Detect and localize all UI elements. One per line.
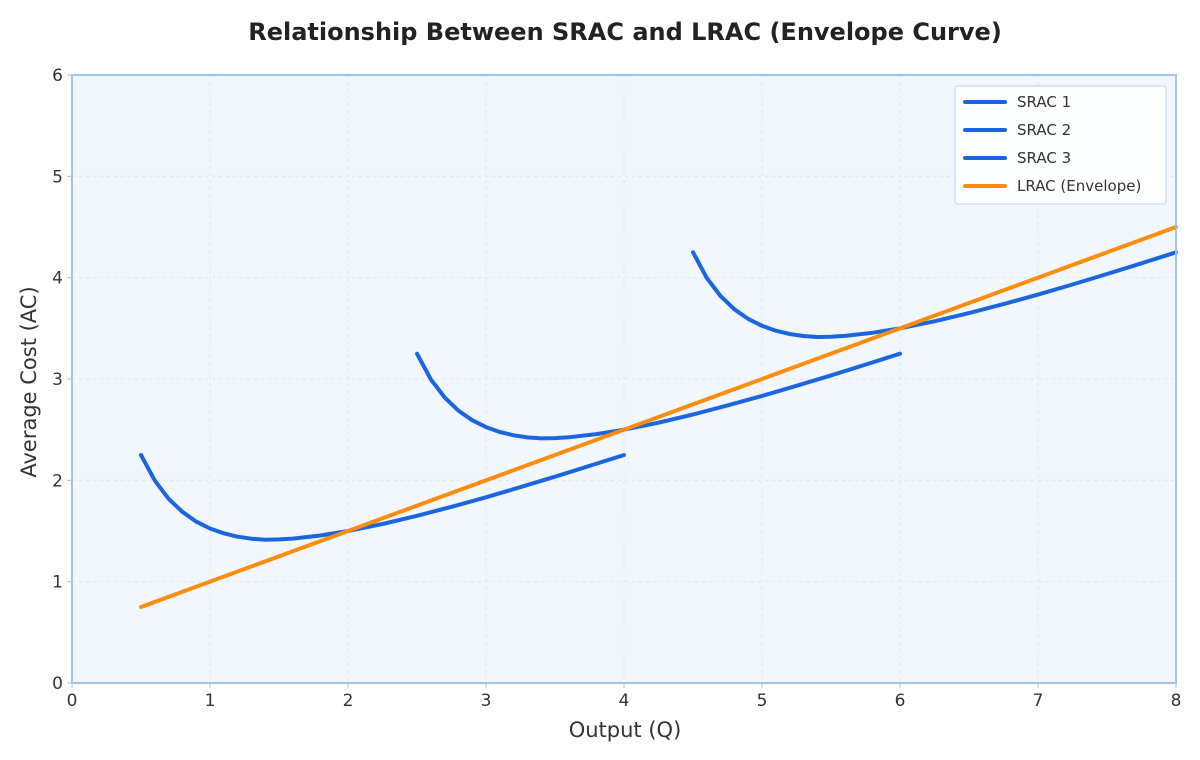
series-line-srac-1 [139, 453, 626, 542]
x-tick-label-4: 4 [619, 691, 630, 711]
y-tick-label-1: 1 [52, 573, 63, 593]
x-tick-label-7: 7 [1033, 691, 1044, 711]
x-tick-label-1: 1 [205, 691, 216, 711]
y-tick-label-0: 0 [52, 674, 63, 694]
x-axis-label: Output (Q) [569, 718, 682, 742]
series-line-srac-3 [691, 250, 1178, 339]
x-tick-label-5: 5 [757, 691, 768, 711]
chart-title: Relationship Between SRAC and LRAC (Enve… [248, 18, 1002, 46]
legend-label-0: SRAC 1 [1017, 93, 1071, 111]
y-tick-label-5: 5 [52, 167, 63, 187]
legend: SRAC 1 SRAC 2 SRAC 3 LRAC (Envelope) [954, 85, 1167, 205]
series-line-srac-2 [415, 351, 902, 441]
legend-box [954, 85, 1167, 205]
x-tick-label-3: 3 [481, 691, 492, 711]
y-tick-label-6: 6 [52, 66, 63, 86]
legend-label-2: SRAC 3 [1017, 149, 1071, 167]
y-tick-label-2: 2 [52, 471, 63, 491]
legend-label-1: SRAC 2 [1017, 121, 1071, 139]
y-axis-ticks: 0 1 2 3 4 5 6 [52, 66, 72, 694]
y-axis-label: Average Cost (AC) [17, 286, 41, 477]
x-tick-label-0: 0 [67, 691, 78, 711]
legend-label-3: LRAC (Envelope) [1017, 177, 1141, 195]
x-tick-label-8: 8 [1171, 691, 1182, 711]
y-tick-label-3: 3 [52, 370, 63, 390]
series-layer [139, 225, 1178, 609]
grid [72, 75, 1176, 683]
series-line-lrac-envelope [139, 225, 1178, 609]
y-tick-label-4: 4 [52, 269, 63, 289]
x-tick-label-6: 6 [895, 691, 906, 711]
x-tick-label-2: 2 [343, 691, 354, 711]
x-axis-ticks: 0 1 2 3 4 5 6 7 8 [67, 683, 1182, 711]
